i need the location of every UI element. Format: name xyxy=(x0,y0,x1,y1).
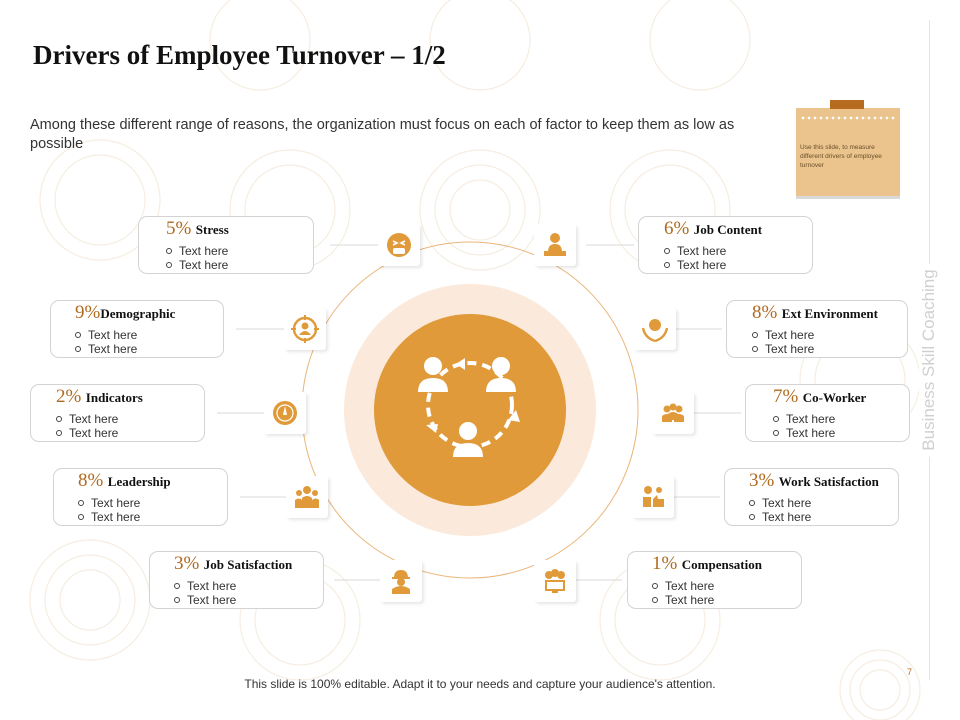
driver-percentage: 7% xyxy=(773,386,799,407)
footer-note: This slide is 100% editable. Adapt it to… xyxy=(244,677,716,691)
driver-percentage: 3% xyxy=(749,470,775,491)
list-item: Text here xyxy=(664,244,726,258)
list-item: Text here xyxy=(78,496,140,510)
driver-label: Compensation xyxy=(681,557,762,572)
driver-card-ext-environment: 8% Ext Environment Text here Text here xyxy=(726,300,908,358)
list-item: Text here xyxy=(652,593,714,607)
driver-label: Leadership xyxy=(107,474,171,489)
driver-percentage: 8% xyxy=(752,302,778,323)
driver-label: Work Satisfaction xyxy=(778,474,879,489)
sticky-note-text: Use this slide, to measure different dri… xyxy=(800,144,882,169)
sticky-note-tab xyxy=(830,100,864,109)
sticky-note-perforation xyxy=(800,115,896,121)
driver-label: Indicators xyxy=(85,390,143,405)
sticky-note: Use this slide, to measure different dri… xyxy=(796,100,900,196)
target-person-icon xyxy=(284,308,326,350)
person-laptop-icon xyxy=(534,224,576,266)
driver-label: Ext Environment xyxy=(781,306,878,321)
driver-label: Job Content xyxy=(693,222,763,237)
worker-helmet-icon xyxy=(380,560,422,602)
list-item: Text here xyxy=(56,412,118,426)
driver-card-job-content: 6% Job Content Text here Text here xyxy=(638,216,813,274)
driver-card-leadership: 8% Leadership Text here Text here xyxy=(53,468,228,526)
list-item: Text here xyxy=(773,426,835,440)
driver-percentage: 8% xyxy=(78,470,104,491)
list-item: Text here xyxy=(75,328,137,342)
globe-hands-icon xyxy=(634,308,676,350)
list-item: Text here xyxy=(174,579,236,593)
team-icon xyxy=(286,476,328,518)
thumbs-up-money-icon xyxy=(632,476,674,518)
driver-card-demographic: 9%Demographic Text here Text here xyxy=(50,300,224,358)
list-item: Text here xyxy=(56,426,118,440)
driver-percentage: 3% xyxy=(174,553,200,574)
list-item: Text here xyxy=(749,496,811,510)
driver-label: Job Satisfaction xyxy=(203,557,293,572)
list-item: Text here xyxy=(174,593,236,607)
driver-card-job-satisfaction: 3% Job Satisfaction Text here Text here xyxy=(149,551,324,609)
driver-percentage: 6% xyxy=(664,218,690,239)
driver-card-compensation: 1% Compensation Text here Text here xyxy=(627,551,802,609)
driver-card-work-satisfaction: 3% Work Satisfaction Text here Text here xyxy=(724,468,899,526)
list-item: Text here xyxy=(749,510,811,524)
driver-label: Demographic xyxy=(100,306,176,321)
list-item: Text here xyxy=(166,258,228,272)
money-computer-icon xyxy=(534,560,576,602)
compass-icon xyxy=(264,392,306,434)
driver-percentage: 5% xyxy=(166,218,192,239)
list-item: Text here xyxy=(652,579,714,593)
list-item: Text here xyxy=(664,258,726,272)
driver-percentage: 9% xyxy=(75,302,101,323)
driver-label: Stress xyxy=(195,222,229,237)
driver-percentage: 1% xyxy=(652,553,678,574)
driver-card-indicators: 2% Indicators Text here Text here xyxy=(30,384,205,442)
driver-percentage: 2% xyxy=(56,386,82,407)
page-number: 7 xyxy=(907,667,913,677)
stress-icon xyxy=(378,224,420,266)
list-item: Text here xyxy=(752,342,814,356)
group-people-icon xyxy=(652,392,694,434)
list-item: Text here xyxy=(752,328,814,342)
list-item: Text here xyxy=(166,244,228,258)
list-item: Text here xyxy=(773,412,835,426)
driver-label: Co-Worker xyxy=(802,390,867,405)
driver-card-stress: 5% Stress Text here Text here xyxy=(138,216,314,274)
list-item: Text here xyxy=(75,342,137,356)
driver-card-co-worker: 7% Co-Worker Text here Text here xyxy=(745,384,910,442)
list-item: Text here xyxy=(78,510,140,524)
